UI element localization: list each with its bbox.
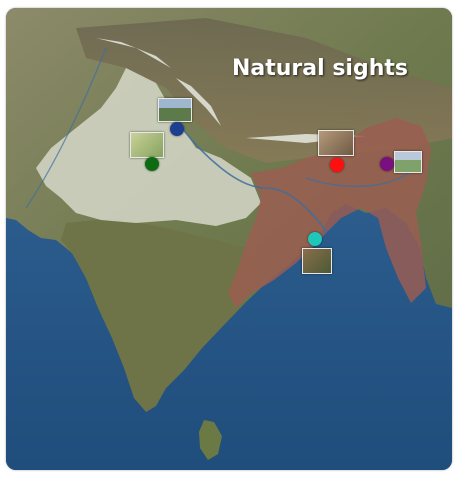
rhino-photo-icon[interactable] bbox=[318, 130, 354, 156]
wildlife-photo-icon[interactable] bbox=[394, 151, 422, 173]
river-brahmaputra bbox=[305, 167, 417, 188]
sight-pin-corbett[interactable] bbox=[145, 157, 159, 171]
sight-pin-kashmir[interactable] bbox=[170, 122, 184, 136]
map-title: Natural sights bbox=[232, 56, 408, 81]
sri-lanka bbox=[199, 420, 222, 460]
deer-photo-icon[interactable] bbox=[302, 248, 332, 274]
river-indus bbox=[25, 47, 107, 209]
sight-pin-sundarbans[interactable] bbox=[308, 232, 322, 246]
tiger-photo-icon[interactable] bbox=[130, 132, 164, 158]
map-canvas bbox=[6, 8, 452, 470]
peninsula-landmass bbox=[61, 218, 256, 412]
river-ganges bbox=[175, 119, 327, 234]
himalaya-band bbox=[76, 18, 452, 163]
sight-pin-kaziranga[interactable] bbox=[330, 158, 344, 172]
sight-pin-manas[interactable] bbox=[380, 157, 394, 171]
map-frame: Natural sights bbox=[6, 8, 452, 470]
valley-photo-icon[interactable] bbox=[158, 98, 192, 122]
